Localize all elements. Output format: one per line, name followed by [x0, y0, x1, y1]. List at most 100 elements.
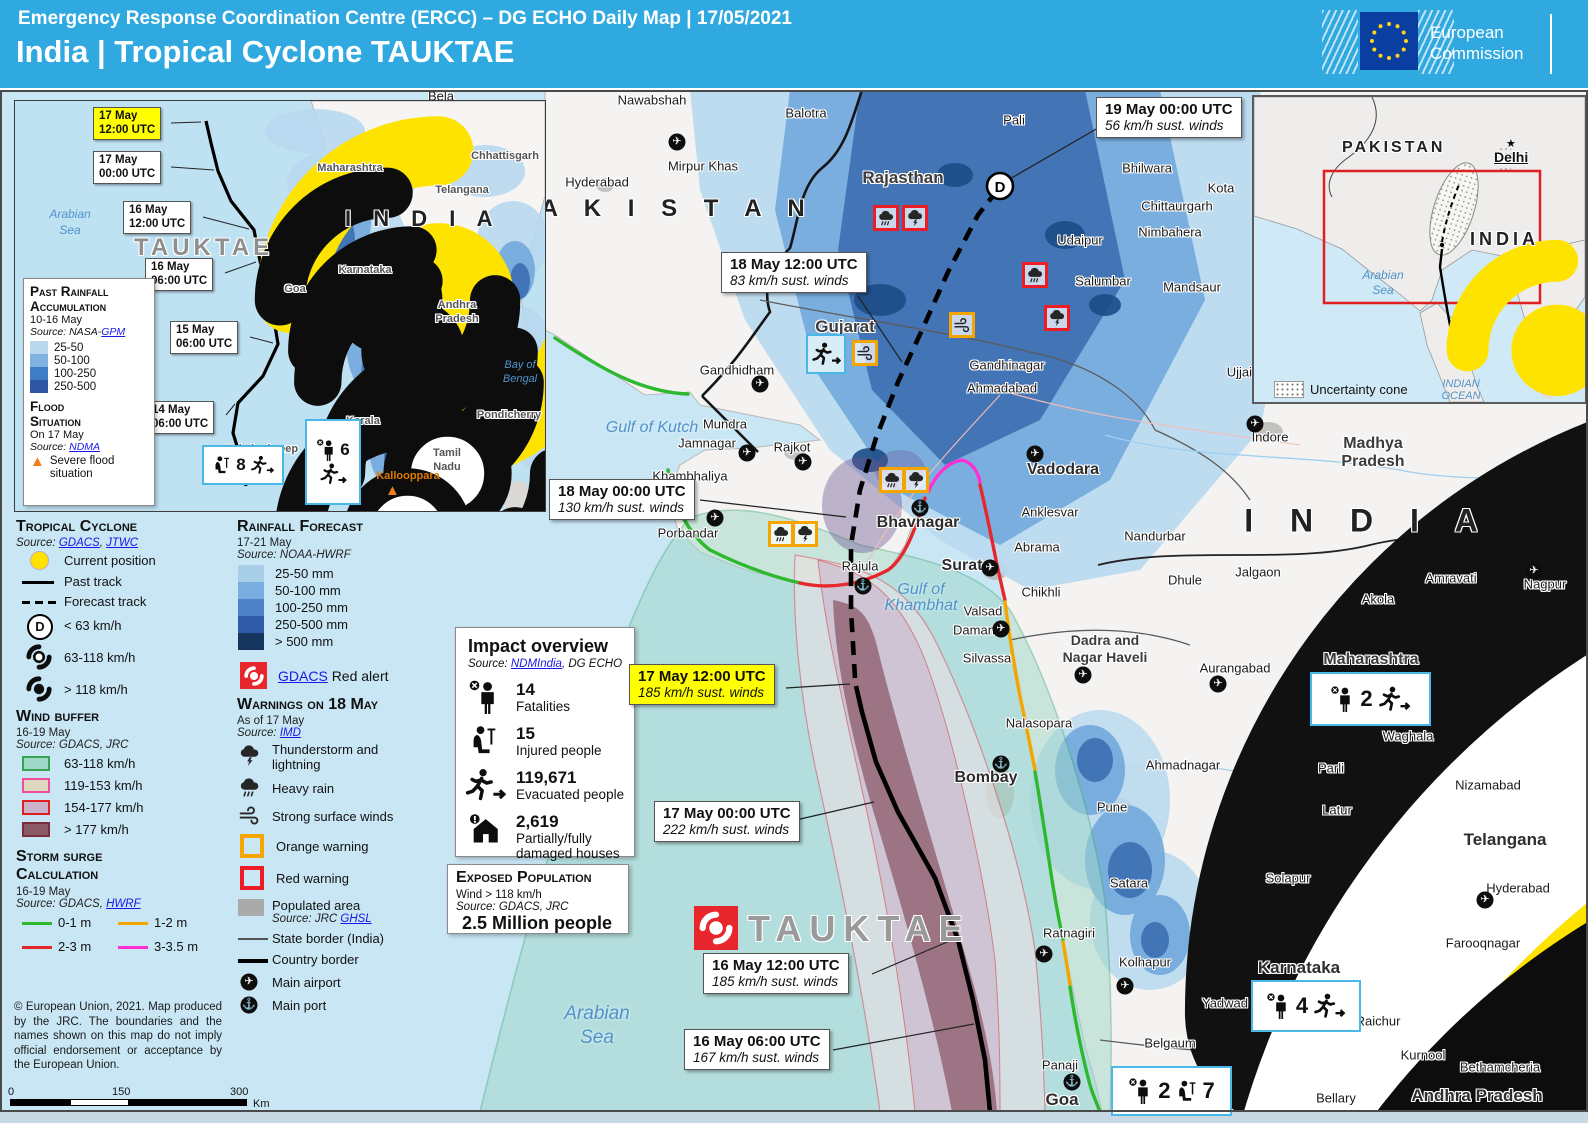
city-label-yadwad: Yadwad: [1201, 995, 1249, 1011]
callout-winds: 222 km/h sust. winds: [663, 822, 790, 837]
fatalities-icon: [1330, 686, 1356, 712]
rf-label-1: 25-50 mm: [275, 566, 334, 581]
hwrf-link[interactable]: HWRF: [106, 898, 141, 910]
red-warning-label: Red warning: [276, 871, 349, 886]
label-line2: 00:00 UTC: [99, 167, 156, 180]
storm-surge-source: Source: GDACS, HWRF: [16, 898, 141, 910]
gpm-link[interactable]: GPM: [101, 326, 126, 338]
ndmindia-link[interactable]: NDMIndia: [510, 658, 562, 670]
ghsl-link[interactable]: GHSL: [340, 913, 372, 925]
inset-storm-name: TAUKTAE: [134, 234, 274, 261]
city-label-rajkot: Rajkot: [773, 439, 811, 455]
logo-hatch-right: [1418, 10, 1454, 74]
city-label-porbandar: Porbandar: [657, 525, 719, 541]
red-alert-text: Red alert: [331, 668, 389, 684]
callout-time: 18 May 12:00 UTC: [730, 256, 858, 273]
callout-19may: 19 May 00:00 UTC 56 km/h sust. winds: [1096, 97, 1242, 138]
airport-icon: ✈: [1116, 977, 1134, 995]
swatch-250-500: [30, 380, 48, 393]
city-label-nawabshah: Nawabshah: [617, 92, 687, 108]
heavy-rain-label: Heavy rain: [272, 781, 335, 796]
inset-right-arabian-2: Sea: [1372, 283, 1394, 297]
evacuated-icon: [464, 768, 506, 802]
depression-symbol-icon: D: [27, 614, 53, 640]
callout-winds: 185 km/h sust. winds: [638, 685, 765, 700]
city-label-hyderabad-in: Hyderabad: [1486, 880, 1550, 896]
airport-icon: ✈: [706, 509, 724, 527]
city-label-abrama: Abrama: [1014, 539, 1060, 555]
country-label-india: I N D I A: [1244, 502, 1492, 539]
warnings-source: Source: IMD: [237, 727, 301, 739]
buffer-label-119-153: 119-153 km/h: [64, 778, 143, 793]
past-rainfall-title-2: Accumulation: [30, 299, 107, 314]
port-label: Main port: [272, 998, 327, 1013]
rf-label-3: 100-250 mm: [275, 600, 348, 615]
buffer-swatch-gt177: [22, 822, 50, 837]
city-label-mundra: Mundra: [702, 416, 748, 432]
gdacs-link-2[interactable]: GDACS: [278, 668, 328, 684]
gdacs-link[interactable]: GDACS: [58, 537, 100, 549]
inset-andhra-2: Pradesh: [435, 313, 479, 325]
city-label-nandurbar: Nandurbar: [1124, 528, 1186, 544]
warning-red-thunderstorm: [902, 205, 928, 231]
city-label-waghala: Waghala: [1382, 728, 1434, 744]
heavy-rain-icon: [1026, 266, 1045, 285]
inset-goa: Goa: [284, 283, 306, 295]
city-label-ratnagiri: Ratnagiri: [1042, 925, 1096, 941]
imd-link[interactable]: IMD: [279, 727, 301, 739]
source-prefix: Source: GDACS,: [16, 898, 107, 910]
jtwc-link[interactable]: JTWC: [106, 537, 139, 549]
evacuated-label: Evacuated people: [516, 787, 625, 802]
kerala-fatalities-row: 6: [316, 439, 350, 461]
impact-overview-title: Impact overview: [468, 636, 609, 656]
city-label-mandsaur: Mandsaur: [1163, 279, 1221, 295]
ndma-link[interactable]: NDMA: [69, 441, 101, 453]
callout-winds: 167 km/h sust. winds: [693, 1050, 820, 1065]
rf-label-2: 50-100 mm: [275, 583, 341, 598]
rain-class-row: 100-250: [30, 367, 148, 380]
label-line1: 16 May: [129, 204, 168, 216]
logo-divider: [1550, 14, 1552, 74]
city-label-chikhli: Chikhli: [1021, 584, 1061, 600]
rain-class-row: 50-100: [30, 354, 148, 367]
logo-line2: Commission: [1430, 44, 1524, 63]
header-bar: Emergency Response Coordination Centre (…: [0, 0, 1588, 90]
rf-label-4: 250-500 mm: [275, 617, 348, 632]
w1a: Thunderstorm and: [272, 742, 379, 757]
wind-buffer-source: Source: GDACS, JRC: [16, 739, 129, 751]
city-label-mirpur-khas: Mirpur Khas: [667, 158, 739, 174]
exposed-title: Exposed Population: [456, 869, 592, 886]
damaged-label: Partially/fully damaged houses: [516, 831, 620, 861]
airport-label: Main airport: [272, 975, 341, 990]
state-border-icon: [238, 938, 268, 940]
state-label-andhra: Andhra Pradesh: [1411, 1086, 1543, 1105]
city-label-farooqnagar: Farooqnagar: [1445, 935, 1521, 951]
past-rainfall-period: 10-16 May: [30, 314, 82, 326]
callout-time: 19 May 00:00 UTC: [1105, 101, 1233, 118]
impact-box-lakshadweep: 8: [202, 445, 284, 485]
city-label-pali: Pali: [1003, 112, 1025, 128]
past-rainfall-source: Source: NASA-GPM: [30, 326, 148, 338]
buffer-swatch-154-177: [22, 800, 50, 815]
exposed-source: Source: GDACS, JRC: [456, 901, 569, 913]
heavy-rain-icon: [238, 776, 262, 800]
scale-unit: Km: [253, 1098, 270, 1110]
injured-icon: [1175, 1079, 1199, 1103]
inset-bay-2: Bengal: [502, 373, 538, 385]
red-warning-icon: [240, 866, 264, 890]
buffer-swatch-119-153: [22, 778, 50, 793]
class-label: 250-500: [54, 380, 97, 393]
city-label-gandhinagar: Gandhinagar: [969, 357, 1045, 373]
logo-line1: European: [1430, 23, 1504, 42]
evacuated-icon: [250, 455, 274, 475]
fatalities-count: 2: [1158, 1078, 1171, 1103]
surge-1-2-label: 1-2 m: [154, 915, 188, 930]
cyclone-gt118-icon: [26, 676, 52, 702]
city-label-gandhidham: Gandhidham: [699, 362, 775, 378]
inset-track-label-14may06: 14 May 06:00 UTC: [146, 401, 215, 434]
gdacs-storm-icon: [694, 906, 738, 950]
impact-box-kerala: 6: [305, 419, 361, 505]
exposed-population-panel: Exposed Population Wind > 118 km/h Sourc…: [447, 864, 629, 934]
evacuated-icon: [1312, 993, 1346, 1019]
callout-18may12: 18 May 12:00 UTC 83 km/h sust. winds: [721, 252, 867, 293]
